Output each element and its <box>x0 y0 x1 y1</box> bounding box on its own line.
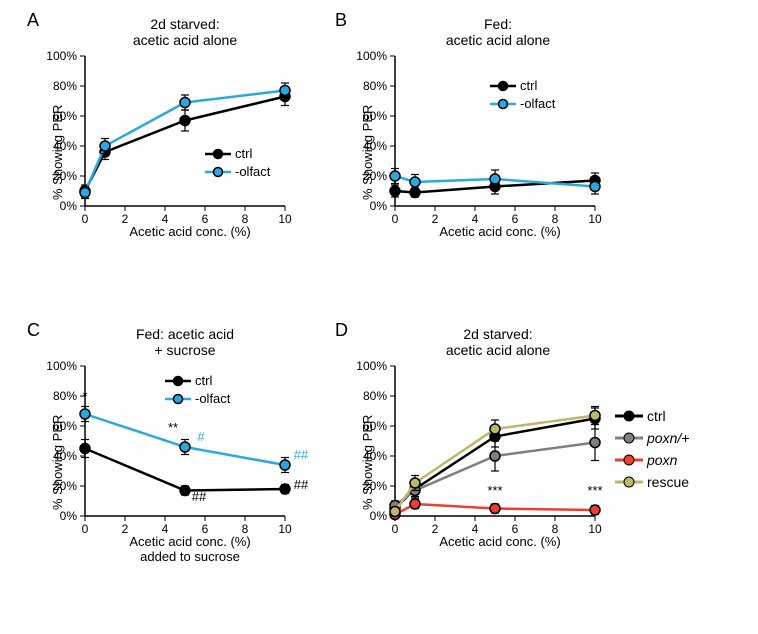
svg-text:100%: 100% <box>356 359 387 373</box>
panel-D-legend: ctrl poxn/+ poxn rescue <box>615 405 689 493</box>
svg-text:-olfact: -olfact <box>520 96 556 111</box>
svg-text:2: 2 <box>432 522 439 536</box>
panel-B-plot: 0%20%40%60%80%100%0246810ctrl-olfact <box>395 56 595 206</box>
svg-text:0: 0 <box>392 522 399 536</box>
panel-D-xlabel: Acetic acid conc. (%) <box>425 535 575 550</box>
svg-text:10: 10 <box>588 522 602 536</box>
panel-C-label: C <box>27 320 40 341</box>
panel-A-xlabel: Acetic acid conc. (%) <box>115 225 265 240</box>
svg-text:**: ** <box>168 420 178 435</box>
panel-B-title: Fed: acetic acid alone <box>428 16 568 48</box>
svg-text:10: 10 <box>278 212 292 226</box>
svg-text:80%: 80% <box>53 389 77 403</box>
figure-root: A 2d starved: acetic acid alone % Showin… <box>0 0 758 634</box>
panel-C-title: Fed: acetic acid + sucrose <box>115 326 255 358</box>
svg-text:##: ## <box>294 477 309 492</box>
svg-text:100%: 100% <box>46 359 77 373</box>
svg-text:0%: 0% <box>370 199 388 213</box>
svg-text:80%: 80% <box>363 389 387 403</box>
svg-text:0: 0 <box>82 212 89 226</box>
legend-swatch <box>615 472 643 492</box>
legend-item: poxn/+ <box>615 427 689 449</box>
svg-text:60%: 60% <box>363 419 387 433</box>
svg-text:20%: 20% <box>363 169 387 183</box>
legend-label: poxn/+ <box>647 430 689 446</box>
legend-label: ctrl <box>647 408 666 424</box>
svg-text:40%: 40% <box>363 449 387 463</box>
svg-text:2: 2 <box>432 212 439 226</box>
legend-swatch <box>615 450 643 470</box>
svg-text:2: 2 <box>122 212 129 226</box>
svg-text:20%: 20% <box>363 479 387 493</box>
svg-text:80%: 80% <box>53 79 77 93</box>
legend-label: poxn <box>647 452 677 468</box>
svg-text:0: 0 <box>82 522 89 536</box>
panel-D-plot: 0%20%40%60%80%100%0246810****** <box>395 366 595 516</box>
svg-text:***: *** <box>587 483 602 498</box>
svg-text:20%: 20% <box>53 169 77 183</box>
panel-C-xlabel: Acetic acid conc. (%) added to sucrose <box>110 535 270 565</box>
svg-text:60%: 60% <box>363 109 387 123</box>
legend-item: ctrl <box>615 405 689 427</box>
svg-text:100%: 100% <box>356 49 387 63</box>
panel-D-title: 2d starved: acetic acid alone <box>428 326 568 358</box>
panel-C-plot: 0%20%40%60%80%100%0246810ctrl-olfact***#… <box>85 366 285 516</box>
svg-text:40%: 40% <box>363 139 387 153</box>
svg-text:ctrl: ctrl <box>520 78 537 93</box>
svg-text:-olfact: -olfact <box>195 391 231 406</box>
svg-text:0%: 0% <box>370 509 388 523</box>
legend-swatch <box>615 406 643 426</box>
svg-text:80%: 80% <box>363 79 387 93</box>
svg-text:60%: 60% <box>53 109 77 123</box>
legend-label: rescue <box>647 474 689 490</box>
svg-text:10: 10 <box>588 212 602 226</box>
svg-text:20%: 20% <box>53 479 77 493</box>
svg-text:0%: 0% <box>60 199 78 213</box>
svg-text:*: * <box>82 389 87 404</box>
svg-text:60%: 60% <box>53 419 77 433</box>
legend-item: poxn <box>615 449 689 471</box>
svg-text:40%: 40% <box>53 449 77 463</box>
panel-A-title: 2d starved: acetic acid alone <box>115 16 255 48</box>
svg-text:##: ## <box>192 489 207 504</box>
panel-D-label: D <box>335 320 348 341</box>
svg-text:10: 10 <box>278 522 292 536</box>
svg-text:0%: 0% <box>60 509 78 523</box>
svg-text:ctrl: ctrl <box>235 146 252 161</box>
panel-A-plot: 0%20%40%60%80%100%0246810ctrl-olfact <box>85 56 285 206</box>
panel-A-label: A <box>27 10 39 31</box>
svg-text:ctrl: ctrl <box>195 373 212 388</box>
panel-B-label: B <box>335 10 347 31</box>
svg-text:0: 0 <box>392 212 399 226</box>
panel-B-xlabel: Acetic acid conc. (%) <box>425 225 575 240</box>
legend-item: rescue <box>615 471 689 493</box>
svg-text:***: *** <box>487 483 502 498</box>
svg-text:-olfact: -olfact <box>235 164 271 179</box>
legend-swatch <box>615 428 643 448</box>
svg-text:40%: 40% <box>53 139 77 153</box>
svg-text:100%: 100% <box>46 49 77 63</box>
svg-text:2: 2 <box>122 522 129 536</box>
svg-text:#: # <box>197 429 205 444</box>
svg-text:##: ## <box>294 447 309 462</box>
